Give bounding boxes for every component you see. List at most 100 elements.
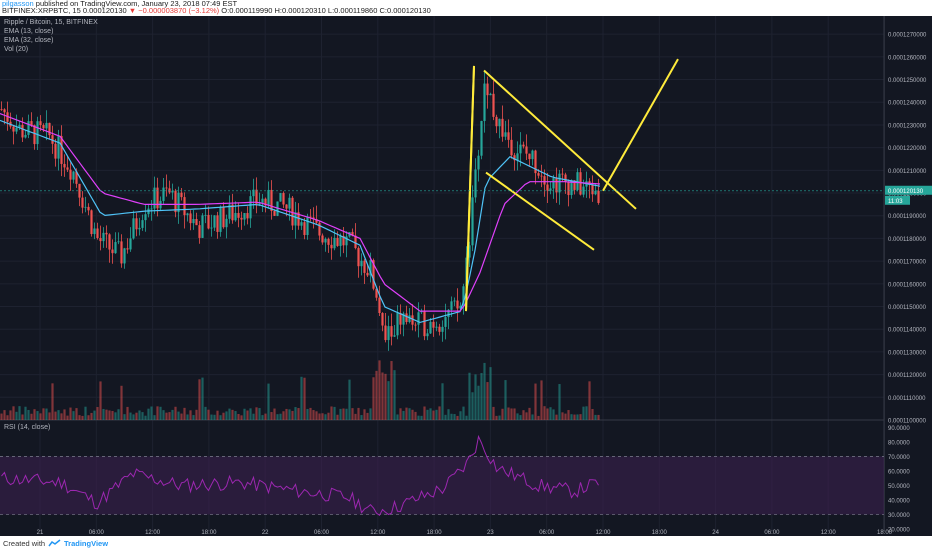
candle-body	[213, 215, 216, 228]
created-with: Created with	[3, 539, 46, 548]
volume-bar	[162, 410, 165, 420]
volume-bar	[408, 408, 411, 420]
time-tick-label: 18:00	[427, 530, 443, 536]
volume-bar	[78, 415, 81, 420]
candle-body	[114, 242, 117, 254]
volume-bar	[345, 408, 348, 420]
candle-body	[453, 300, 456, 302]
candle-body	[90, 210, 93, 235]
volume-bar	[390, 361, 393, 420]
time-tick-label: 06:00	[764, 530, 780, 536]
candle-body	[318, 222, 321, 236]
candle-body	[429, 321, 432, 334]
volume-bar	[267, 383, 270, 420]
volume-bar	[432, 410, 435, 420]
candle-body	[303, 222, 306, 235]
candle-body	[426, 333, 429, 337]
volume-bar	[477, 385, 480, 420]
author-name[interactable]: pilgasson	[2, 0, 34, 8]
volume-bar	[51, 383, 54, 420]
price-tick-label: 0.0001170000	[888, 260, 927, 266]
candle-body	[240, 217, 243, 220]
volume-bar	[333, 406, 336, 420]
volume-bar	[441, 383, 444, 420]
time-tick-label: 12:00	[370, 530, 386, 536]
candle-body	[384, 325, 387, 341]
volume-bar	[351, 408, 354, 420]
volume-bar	[57, 410, 60, 420]
footer: Created with TradingView	[0, 536, 932, 550]
ema32-line	[0, 113, 601, 312]
chart-area[interactable]: 0.0001270000 0.0001260000 0.0001250000 0.00…	[0, 16, 932, 536]
candle-body	[477, 155, 480, 170]
volume-bar	[117, 409, 120, 420]
volume-bar	[417, 415, 420, 420]
volume-bar	[438, 406, 441, 420]
volume-bar	[384, 373, 387, 420]
candle-body	[210, 227, 213, 229]
volume-bar	[534, 383, 537, 420]
candle-body	[342, 235, 345, 246]
volume-bar	[588, 381, 591, 420]
candle-body	[570, 180, 573, 196]
time-tick-label: 24	[712, 530, 719, 536]
candle-body	[204, 214, 207, 216]
rsi-tick-label: 90.0000	[888, 426, 910, 432]
rsi-line	[1, 434, 599, 517]
candle-body	[543, 176, 546, 185]
volume-bar	[207, 409, 210, 420]
volume-bar	[585, 406, 588, 420]
volume-bar	[426, 409, 429, 420]
volume-bar	[105, 409, 108, 420]
candle-body	[387, 326, 390, 341]
candle-body	[81, 197, 84, 208]
volume-bar	[195, 409, 198, 420]
volume-bar	[129, 412, 132, 420]
volume-bar	[126, 406, 129, 420]
candle-body	[357, 248, 360, 267]
candle-body	[396, 313, 399, 336]
price-tick-label: 0.0001210000	[888, 169, 927, 175]
candle-body	[300, 222, 303, 226]
candle-body	[171, 190, 174, 193]
volume-bar	[591, 409, 594, 420]
volume-bar	[180, 413, 183, 420]
tradingview-brand[interactable]: TradingView	[64, 539, 109, 548]
candle-body	[207, 214, 210, 229]
volume-bar	[30, 413, 33, 420]
volume-bar	[132, 414, 135, 420]
price-tick-label: 0.0001110000	[888, 396, 926, 402]
candle-body	[186, 213, 189, 216]
candle-body	[69, 169, 72, 180]
candle-body	[522, 144, 525, 147]
volume-bar	[222, 412, 225, 420]
candle-body	[126, 248, 129, 250]
candle-body	[471, 197, 474, 246]
volume-bar	[378, 360, 381, 420]
candle-body	[507, 132, 510, 140]
volume-bar	[348, 379, 351, 420]
candle-body	[579, 172, 582, 195]
rsi-tick-label: 60.0000	[888, 469, 910, 475]
candle-body	[54, 143, 57, 159]
volume-bar	[561, 412, 564, 420]
candle-body	[450, 301, 453, 310]
volume-bar	[429, 408, 432, 420]
candle-body	[372, 260, 375, 289]
price-tick-label: 0.0001270000	[888, 33, 927, 39]
candle-body	[156, 187, 159, 209]
volume-bar	[486, 382, 489, 420]
candle-body	[189, 213, 192, 224]
volume-bar	[411, 409, 414, 420]
candle-body	[333, 237, 336, 249]
candle-body	[120, 241, 123, 264]
volume-bar	[54, 411, 57, 420]
chart-svg[interactable]: 0.0001270000 0.0001260000 0.0001250000 0.00…	[0, 16, 932, 536]
candle-body	[42, 125, 45, 129]
price-tick-label: 0.0001160000	[888, 282, 927, 288]
candle-body	[351, 232, 354, 236]
candle-body	[594, 190, 597, 195]
candle-body	[105, 232, 108, 235]
volume-bar	[48, 412, 51, 420]
volume-bar	[459, 411, 462, 420]
